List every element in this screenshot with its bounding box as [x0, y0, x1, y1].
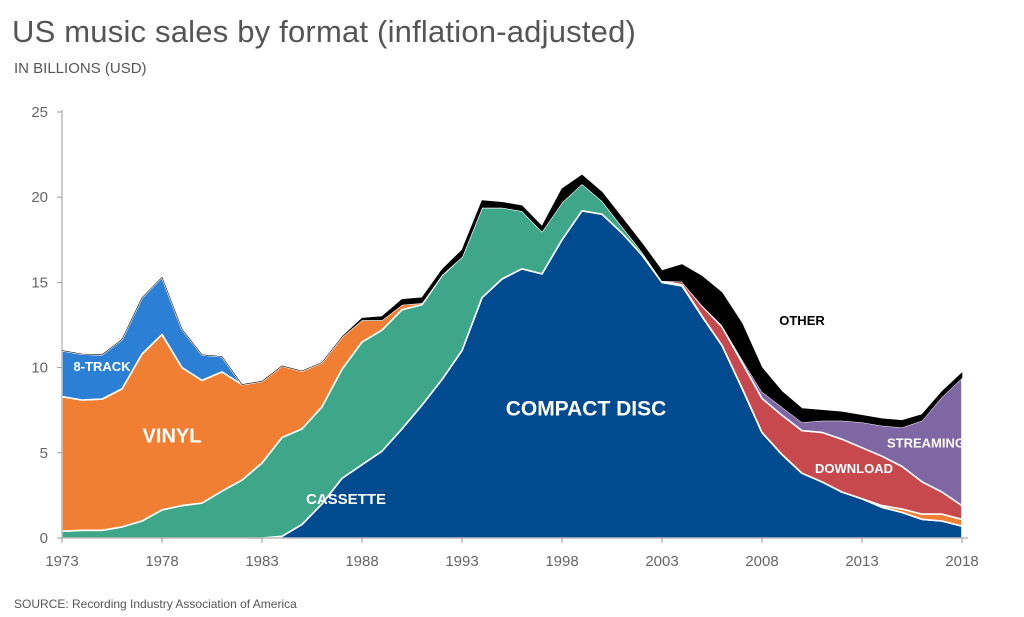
x-tick-label: 1988 — [345, 553, 378, 570]
x-tick-label: 2008 — [745, 553, 778, 570]
y-tick-label: 15 — [31, 274, 48, 291]
y-tick-label: 10 — [31, 360, 48, 377]
x-tick-label: 2018 — [945, 553, 978, 570]
area-other — [61, 174, 963, 428]
x-tick-label: 1978 — [145, 553, 178, 570]
chart-title: US music sales by format (inflation-adju… — [12, 14, 637, 49]
y-tick-label: 0 — [40, 530, 48, 547]
x-tick-label: 2003 — [645, 553, 678, 570]
label-cassette: CASSETTE — [306, 491, 386, 508]
x-tick-label: 1998 — [545, 553, 578, 570]
label-streaming: STREAMING — [887, 436, 965, 451]
x-tick-label: 1993 — [445, 553, 478, 570]
label-other: OTHER — [779, 313, 825, 328]
label-8-track: 8-TRACK — [73, 359, 131, 374]
y-tick-label: 20 — [31, 189, 48, 206]
x-tick-label: 1983 — [245, 553, 278, 570]
source-note: SOURCE: Recording Industry Association o… — [14, 597, 297, 611]
axes: 0 5 10 15 20 25 1973 1978 1983 1988 1993 1998 2003 20… — [31, 104, 978, 570]
chart-subtitle: IN BILLIONS (USD) — [14, 60, 147, 77]
label-download: DOWNLOAD — [815, 461, 893, 476]
x-tick-label: 1973 — [45, 553, 78, 570]
x-tick-label: 2013 — [845, 553, 878, 570]
y-tick-label: 5 — [40, 445, 48, 462]
y-tick-label: 25 — [31, 104, 48, 121]
series-labels: 8-TRACK VINYL CASSETTE COMPACT DISC DOWNLOAD… — [73, 313, 965, 508]
label-compact-disc: COMPACT DISC — [506, 397, 667, 420]
area-layers — [61, 174, 963, 539]
label-vinyl: VINYL — [143, 426, 202, 448]
